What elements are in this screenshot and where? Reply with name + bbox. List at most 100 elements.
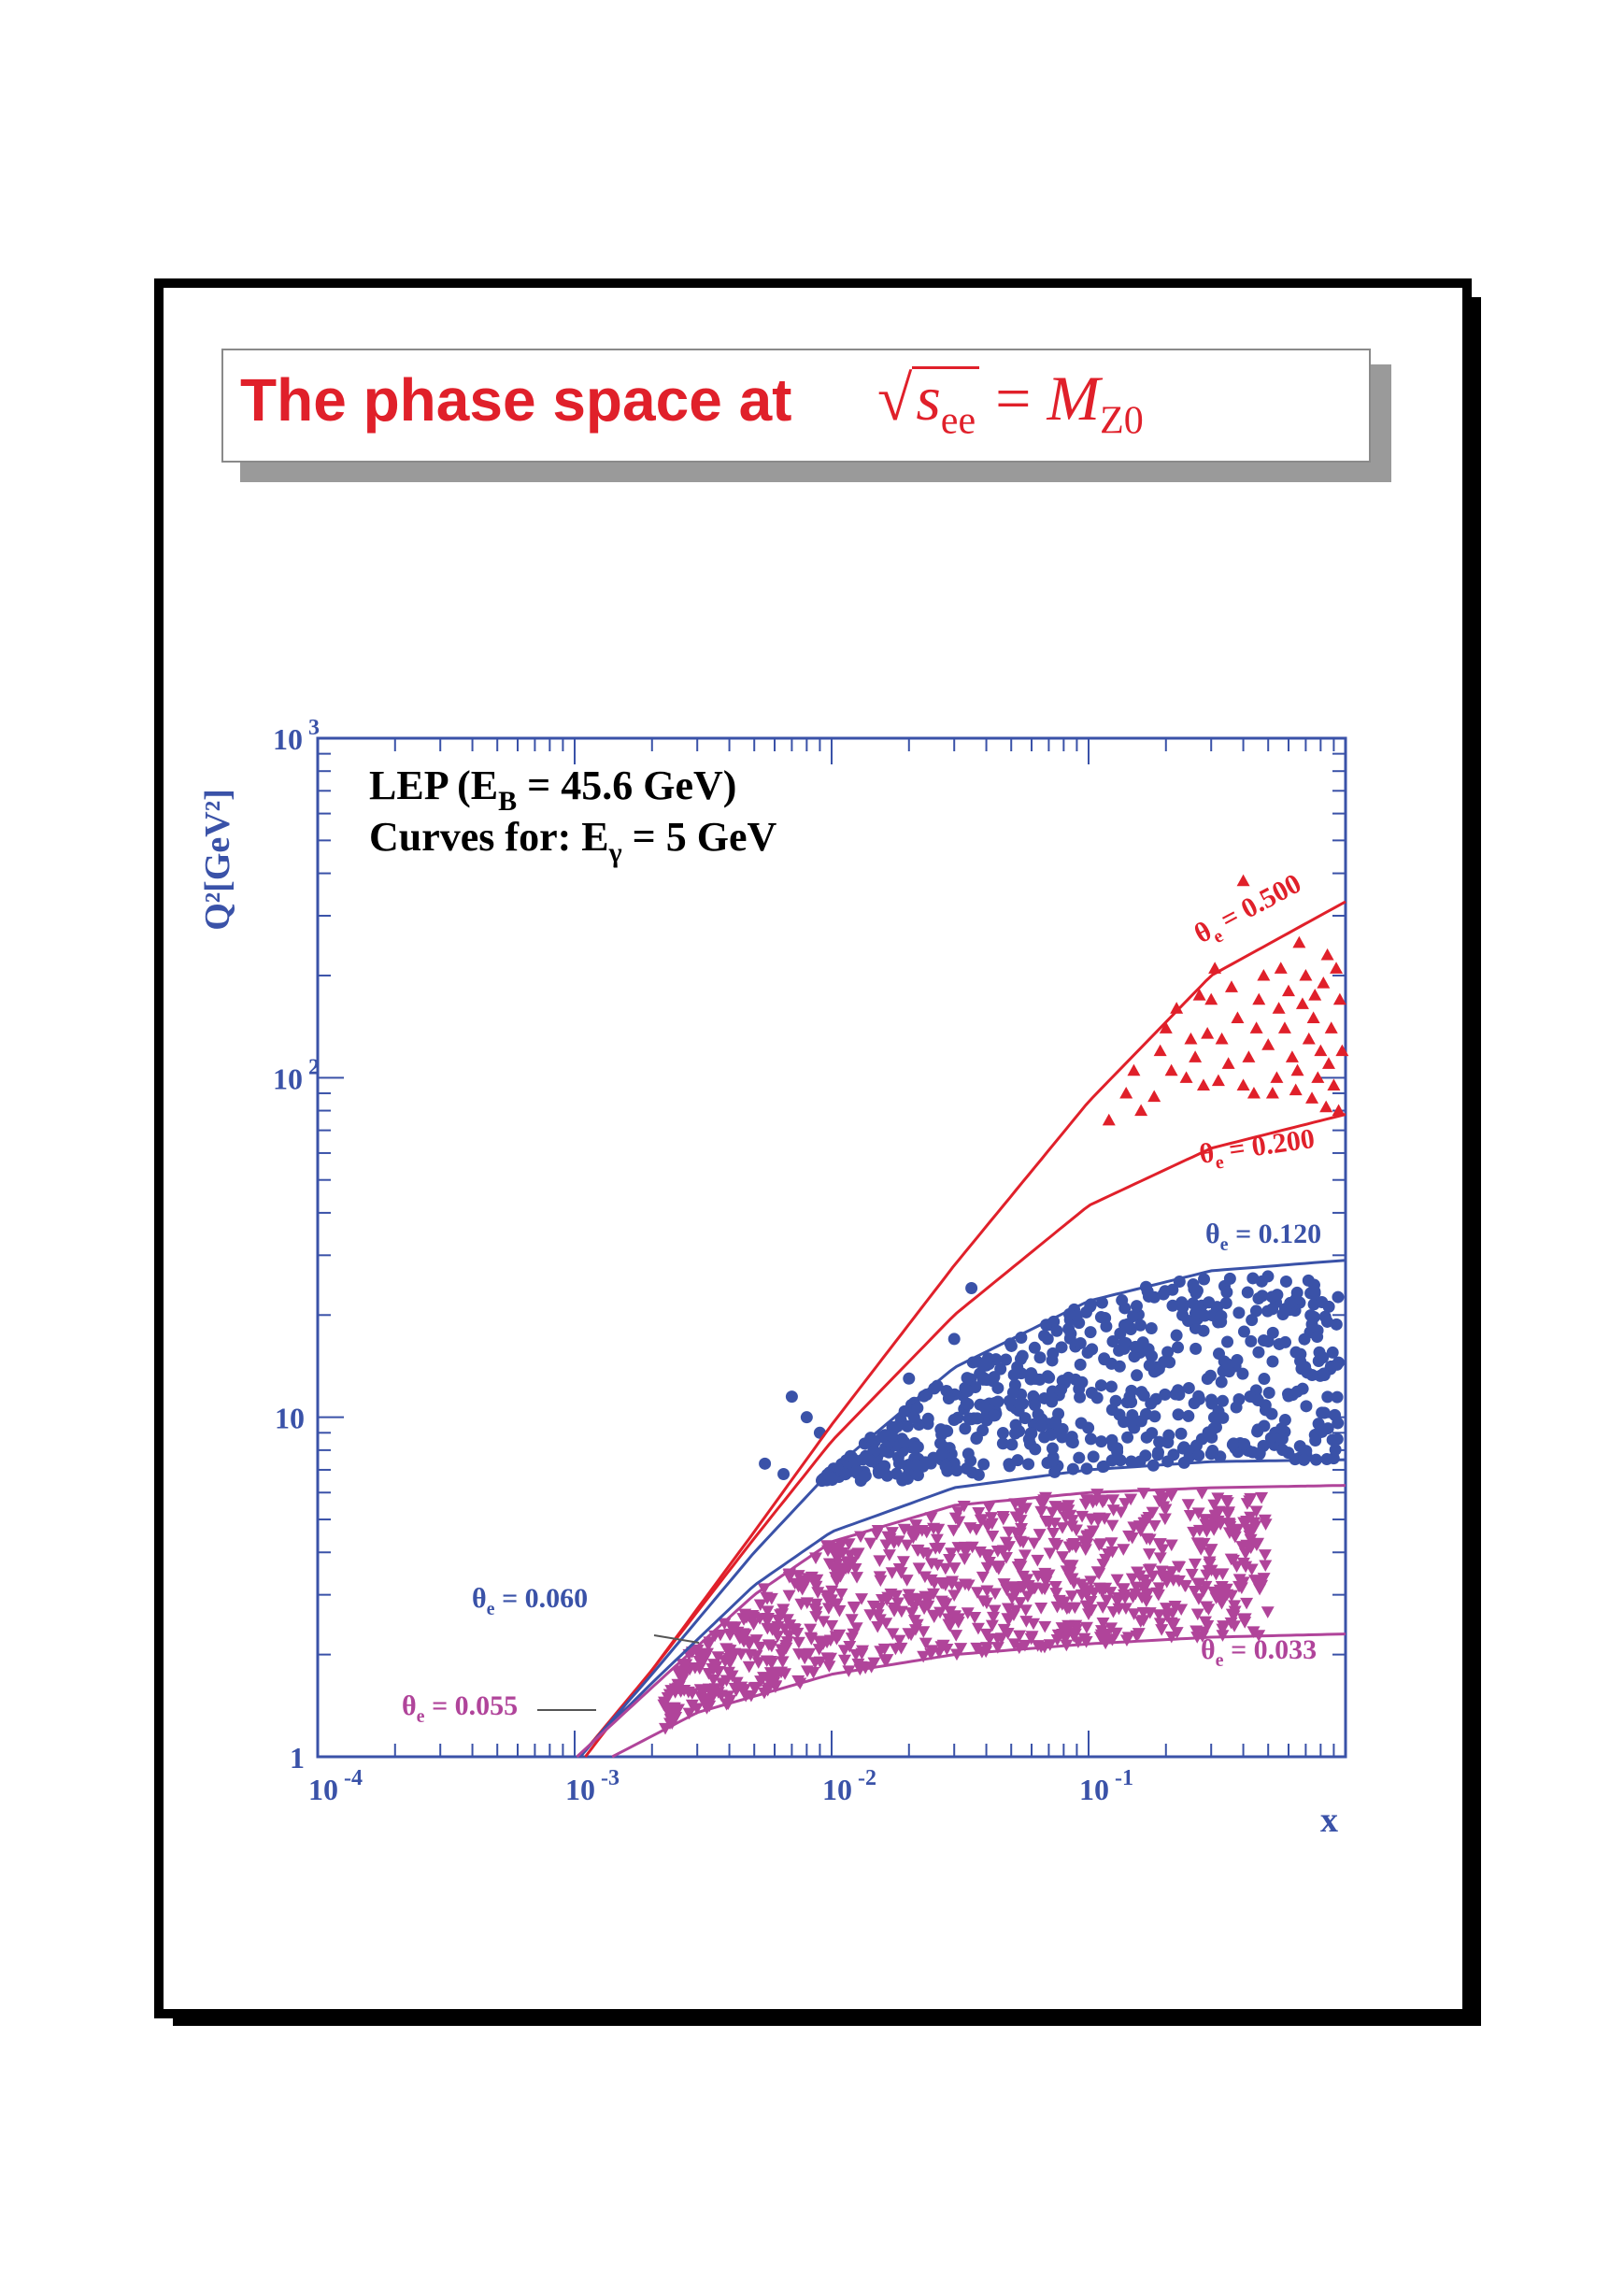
magenta-point: [924, 1648, 938, 1661]
magenta-point: [960, 1543, 974, 1555]
x-tick-label: 10 -3: [565, 1766, 620, 1806]
magenta-point: [1056, 1522, 1070, 1534]
blue-point: [898, 1404, 911, 1418]
blue-point: [1143, 1359, 1156, 1372]
magenta-point: [1188, 1558, 1202, 1571]
magenta-point: [927, 1522, 941, 1535]
red-point: [1285, 1050, 1299, 1062]
magenta-point: [1013, 1527, 1027, 1540]
blue-point: [1116, 1294, 1129, 1307]
blue-point: [1329, 1443, 1342, 1456]
blue-point: [1033, 1351, 1047, 1364]
magenta-point: [947, 1589, 962, 1602]
magenta-point: [1096, 1617, 1110, 1630]
blue-point: [1050, 1324, 1063, 1337]
blue-point: [1121, 1431, 1134, 1444]
magenta-point: [1197, 1537, 1211, 1550]
blue-point: [1276, 1444, 1289, 1457]
magenta-point: [1080, 1538, 1094, 1551]
magenta-point: [915, 1525, 929, 1537]
y-axis-label: Q²[GeV²]: [198, 789, 237, 931]
magenta-point: [1106, 1494, 1120, 1506]
blue-point: [1162, 1429, 1175, 1442]
magenta-point: [1133, 1570, 1147, 1583]
magenta-point: [1246, 1626, 1261, 1639]
magenta-point: [664, 1710, 678, 1723]
magenta-point: [1064, 1590, 1078, 1603]
red-point: [1295, 997, 1309, 1009]
blue-point: [1005, 1438, 1019, 1451]
magenta-point: [761, 1684, 775, 1697]
title-formula: √see = MZ0: [877, 362, 1144, 450]
magenta-point: [1020, 1590, 1034, 1603]
blue-point: [1312, 1354, 1325, 1367]
blue-point: [862, 1453, 876, 1466]
blue-point: [785, 1390, 798, 1404]
magenta-point: [1219, 1494, 1233, 1507]
magenta-point: [1220, 1589, 1234, 1602]
label-theta-0033-part-0: θ: [1201, 1634, 1216, 1665]
red-point: [1196, 1078, 1210, 1091]
blue-point: [1111, 1442, 1124, 1455]
blue-point: [1232, 1393, 1246, 1406]
blue-point: [1038, 1431, 1051, 1444]
magenta-point: [674, 1686, 688, 1698]
label-theta-0060-part-2: = 0.060: [495, 1583, 589, 1614]
magenta-point: [1155, 1570, 1169, 1583]
magenta-point: [990, 1642, 1004, 1654]
magenta-point: [1159, 1603, 1173, 1615]
magenta-point: [1240, 1498, 1254, 1510]
blue-point: [1300, 1400, 1313, 1413]
magenta-point: [882, 1549, 896, 1561]
magenta-point: [984, 1512, 998, 1524]
red-point: [1327, 1078, 1341, 1091]
magenta-point: [1018, 1549, 1032, 1561]
magenta-point: [822, 1661, 836, 1673]
magenta-point: [958, 1553, 972, 1565]
blue-point: [1128, 1350, 1141, 1363]
magenta-point: [1038, 1620, 1052, 1633]
magenta-point: [806, 1666, 820, 1679]
red-point: [1204, 992, 1218, 1005]
blue-point: [1258, 1373, 1271, 1386]
magenta-point: [968, 1611, 982, 1624]
blue-point: [1290, 1286, 1303, 1299]
magenta-point: [1141, 1588, 1155, 1601]
magenta-point: [764, 1592, 778, 1605]
magenta-point: [1187, 1526, 1201, 1539]
magenta-point: [1077, 1632, 1091, 1646]
magenta-point: [985, 1619, 999, 1632]
magenta-point: [775, 1648, 789, 1661]
blue-point: [1256, 1290, 1269, 1303]
magenta-point: [665, 1718, 679, 1731]
magenta-point: [1014, 1499, 1028, 1512]
magenta-point: [825, 1619, 839, 1632]
blue-point: [1215, 1376, 1228, 1389]
blue-point: [1029, 1399, 1042, 1412]
red-point: [1215, 1032, 1229, 1045]
blue-point: [988, 1409, 1001, 1422]
magenta-point: [943, 1605, 957, 1618]
blue-point: [911, 1469, 924, 1482]
red-point: [1299, 968, 1313, 981]
x-tick-label-base: 10: [308, 1773, 338, 1806]
magenta-point: [808, 1603, 822, 1616]
annotation-curves: Curves for: Eγ = 5 GeV: [369, 814, 776, 868]
magenta-point: [1047, 1527, 1061, 1540]
magenta-point: [1105, 1519, 1119, 1532]
blue-point: [1161, 1346, 1175, 1359]
red-point: [1306, 1011, 1320, 1023]
magenta-point: [1183, 1510, 1197, 1522]
blue-point: [903, 1372, 916, 1385]
magenta-point: [863, 1537, 877, 1550]
magenta-point: [1150, 1587, 1164, 1600]
blue-point: [1232, 1306, 1246, 1319]
magenta-point: [890, 1597, 905, 1610]
blue-point: [1131, 1369, 1144, 1382]
magenta-point: [983, 1633, 997, 1646]
magenta-point: [938, 1562, 952, 1575]
magenta-point: [738, 1629, 752, 1641]
magenta-point: [1258, 1549, 1272, 1561]
blue-point: [910, 1441, 923, 1454]
red-point: [1308, 989, 1322, 1001]
